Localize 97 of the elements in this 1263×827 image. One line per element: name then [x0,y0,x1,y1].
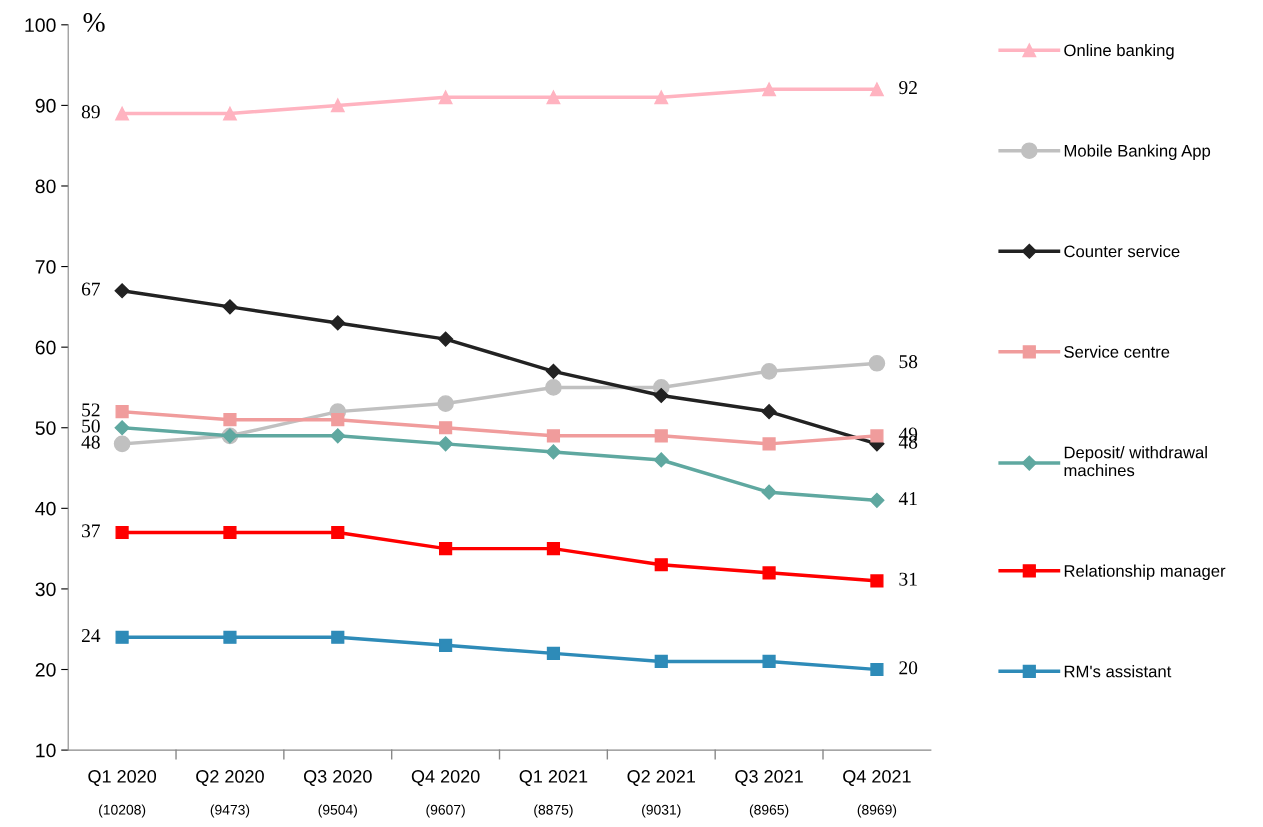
point [223,413,237,427]
point [654,429,668,443]
point [222,106,237,121]
point [115,630,129,644]
point [545,363,562,379]
point [762,82,777,97]
x-tick-label: Q1 2021 [519,770,588,787]
point [546,542,561,556]
text: (9473) [210,804,250,818]
y-tick-label: 70 [35,260,56,274]
point [330,428,346,444]
point [653,452,669,468]
point [114,283,130,299]
y-axis-title: % [83,13,105,32]
point [869,492,885,508]
point [761,404,777,420]
y-tick-label: 60 [35,340,56,355]
point [437,395,454,412]
y-tick-label: 10 [36,743,56,758]
point [439,542,453,556]
data-label: 67 [81,282,100,296]
data-label: 31 [899,572,917,586]
point [438,331,454,347]
point [438,90,453,105]
x-tick-label: Q1 2020 [88,770,157,787]
point [654,558,668,572]
data-label: 24 [81,629,101,642]
point [870,429,884,443]
point [331,630,345,644]
point [546,90,561,105]
legend-label: Online banking [1064,43,1174,60]
data-label: 58 [899,355,918,369]
y-tick-label: 80 [35,179,56,194]
point [869,82,884,97]
point [115,525,129,540]
point [546,646,561,660]
legend-label: Mobile Banking App [1064,144,1211,161]
data-label: 92 [899,81,917,95]
point [653,387,669,404]
point [223,525,237,540]
point [870,662,884,677]
legend-label: Counter service [1064,245,1180,258]
point [545,379,562,396]
x-tick-label: Q4 2020 [411,770,480,787]
point [762,437,776,451]
text: (8969) [857,804,897,818]
point [654,654,668,669]
y-tick-label: 50 [35,421,56,435]
x-tick-label: Q4 2021 [843,770,911,787]
y-tick-label: 40 [35,501,56,516]
legend-label: Service centre [1064,345,1170,358]
y-tick-label: 100 [25,18,56,33]
data-label: 20 [899,661,918,675]
point [115,405,129,419]
point [870,574,884,588]
text: (9607) [426,804,465,818]
data-label: 48 [81,435,100,449]
point [331,413,345,427]
point [545,444,562,460]
point [438,436,454,452]
point [654,90,669,105]
point [546,429,561,443]
legend-label: Relationship manager [1064,564,1226,581]
x-tick-label: Q2 2021 [627,770,696,787]
data-label: 52 [82,403,100,417]
point [115,106,130,121]
point [762,654,776,669]
y-tick-label: 20 [35,662,56,677]
point [868,354,886,372]
y-tick-label: 90 [35,98,56,113]
text: (8965) [749,804,789,818]
text: (9504) [318,804,357,818]
x-tick-label: Q3 2020 [304,770,372,787]
point [114,420,130,436]
point [439,638,453,652]
text: (10208) [99,804,146,818]
x-tick-label: Q3 2021 [735,770,803,787]
point [331,525,345,540]
text: (9031) [642,804,681,818]
point [439,421,453,435]
legend-label: RM's assistant [1064,665,1172,678]
data-label: 50 [82,419,100,433]
text: (8875) [534,804,573,818]
y-tick-label: 30 [35,582,56,597]
point [762,566,776,580]
point [760,362,778,380]
legend-label: Deposit/ withdrawal machines [1064,446,1207,477]
point [330,315,346,331]
data-label: 89 [81,105,100,119]
point [222,299,238,315]
point [113,435,131,453]
data-label: 41 [898,492,917,505]
point [330,98,345,113]
point [761,484,777,500]
data-label: 37 [82,524,100,538]
point [223,630,237,644]
x-tick-label: Q2 2020 [196,770,264,787]
